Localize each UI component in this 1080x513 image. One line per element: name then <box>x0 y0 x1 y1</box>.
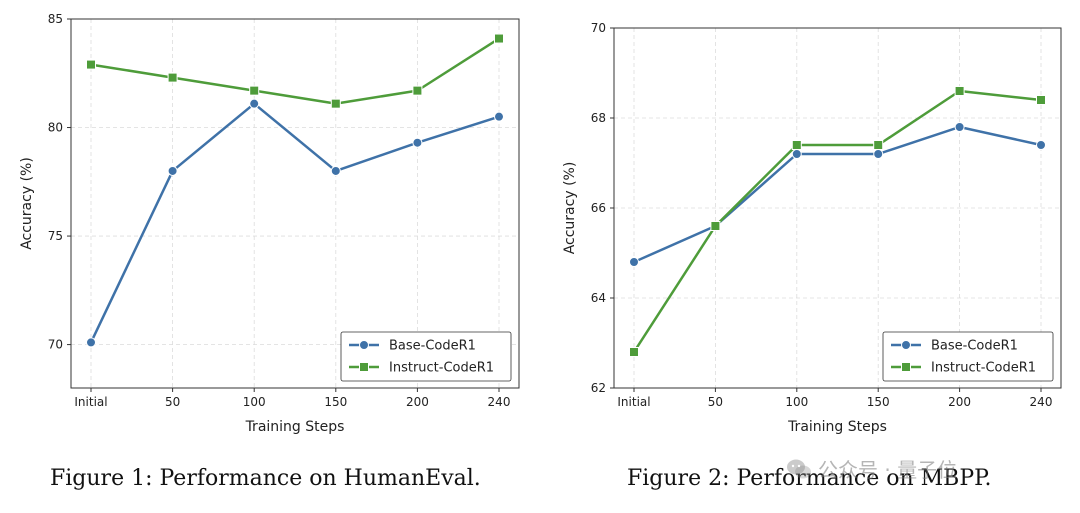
x-tick-label: 240 <box>488 395 511 409</box>
data-point-base-coder1 <box>1036 140 1046 150</box>
data-point-instruct-coder1 <box>791 140 802 150</box>
data-point-base-coder1 <box>412 137 423 148</box>
data-point-instruct-coder1 <box>249 85 260 96</box>
legend-label: Base-CodeR1 <box>931 339 1018 354</box>
figure-2-caption: Figure 2: Performance on MBPP. <box>627 466 992 491</box>
y-tick-label: 70 <box>591 21 606 35</box>
series-line-instruct-coder1 <box>632 89 1042 353</box>
data-point-instruct-coder1 <box>86 59 96 70</box>
data-point-base-coder1 <box>791 149 802 159</box>
legend-frame <box>340 331 512 382</box>
watermark: 公众号 · 量子位 <box>786 454 957 485</box>
data-point-base-coder1 <box>954 122 965 132</box>
legend-frame <box>882 331 1054 382</box>
y-tick-label: 85 <box>48 12 63 26</box>
x-tick-label: 200 <box>948 395 971 409</box>
data-point-instruct-coder1 <box>494 33 504 44</box>
y-tick-label: 66 <box>591 201 606 215</box>
data-point-instruct-coder1 <box>412 85 423 96</box>
series-line-instruct-coder1 <box>90 37 500 105</box>
x-tick-label: 150 <box>867 395 890 409</box>
series-line-base-coder1 <box>89 102 500 343</box>
x-axis-label: Training Steps <box>245 419 345 435</box>
x-tick-label: 50 <box>165 395 180 409</box>
y-tick-label: 70 <box>48 338 63 352</box>
plot-frame <box>70 18 520 389</box>
legend: Base-CodeR1 Instruct-CodeR1 <box>882 331 1054 382</box>
data-point-instruct-coder1 <box>710 221 721 231</box>
legend-marker <box>901 362 911 372</box>
x-tick-label: 200 <box>406 395 429 409</box>
legend-label: Base-CodeR1 <box>389 339 476 354</box>
y-tick-label: 75 <box>48 229 63 243</box>
legend-label: Instruct-CodeR1 <box>931 361 1036 376</box>
data-point-base-coder1 <box>167 165 178 176</box>
x-tick-label: Initial <box>617 395 650 409</box>
watermark-text: 公众号 · 量子位 <box>818 458 958 482</box>
data-point-instruct-coder1 <box>330 98 341 109</box>
legend: Base-CodeR1 Instruct-CodeR1 <box>340 331 512 382</box>
data-point-instruct-coder1 <box>167 72 178 83</box>
x-tick-label: 150 <box>324 395 347 409</box>
legend-label: Instruct-CodeR1 <box>389 361 494 376</box>
y-tick-label: 68 <box>591 111 606 125</box>
data-point-base-coder1 <box>873 149 884 159</box>
data-point-base-coder1 <box>86 337 96 348</box>
series-line-base-coder1 <box>633 125 1042 264</box>
y-tick-label: 62 <box>591 381 606 395</box>
x-axis-label: Training Steps <box>787 419 887 435</box>
data-point-instruct-coder1 <box>629 347 639 357</box>
wechat-icon <box>786 458 812 485</box>
y-axis-label: Accuracy (%) <box>562 162 578 255</box>
data-point-base-coder1 <box>330 165 341 176</box>
x-tick-label: 240 <box>1030 395 1053 409</box>
legend-marker <box>901 340 911 350</box>
data-point-instruct-coder1 <box>954 86 965 96</box>
x-tick-label: 100 <box>243 395 266 409</box>
x-tick-label: Initial <box>74 395 107 409</box>
data-point-base-coder1 <box>629 257 639 267</box>
x-tick-label: 100 <box>785 395 808 409</box>
chart-1: 70 75 80 85 Initial 50 100 150 200 240 Training St… <box>19 12 520 435</box>
y-tick-label: 64 <box>591 291 606 305</box>
data-point-base-coder1 <box>494 111 504 122</box>
y-tick-label: 80 <box>48 121 63 135</box>
chart-2: 62 64 66 68 70 Initial 50 100 150 200 240 Training … <box>562 21 1062 435</box>
figure-1-caption: Figure 1: Performance on HumanEval. <box>50 466 481 491</box>
legend-marker <box>359 340 369 350</box>
data-point-instruct-coder1 <box>873 140 884 150</box>
data-point-instruct-coder1 <box>1036 95 1046 105</box>
data-point-base-coder1 <box>249 98 260 109</box>
legend-marker <box>359 362 369 372</box>
x-tick-label: 50 <box>708 395 723 409</box>
y-axis-label: Accuracy (%) <box>19 157 35 250</box>
